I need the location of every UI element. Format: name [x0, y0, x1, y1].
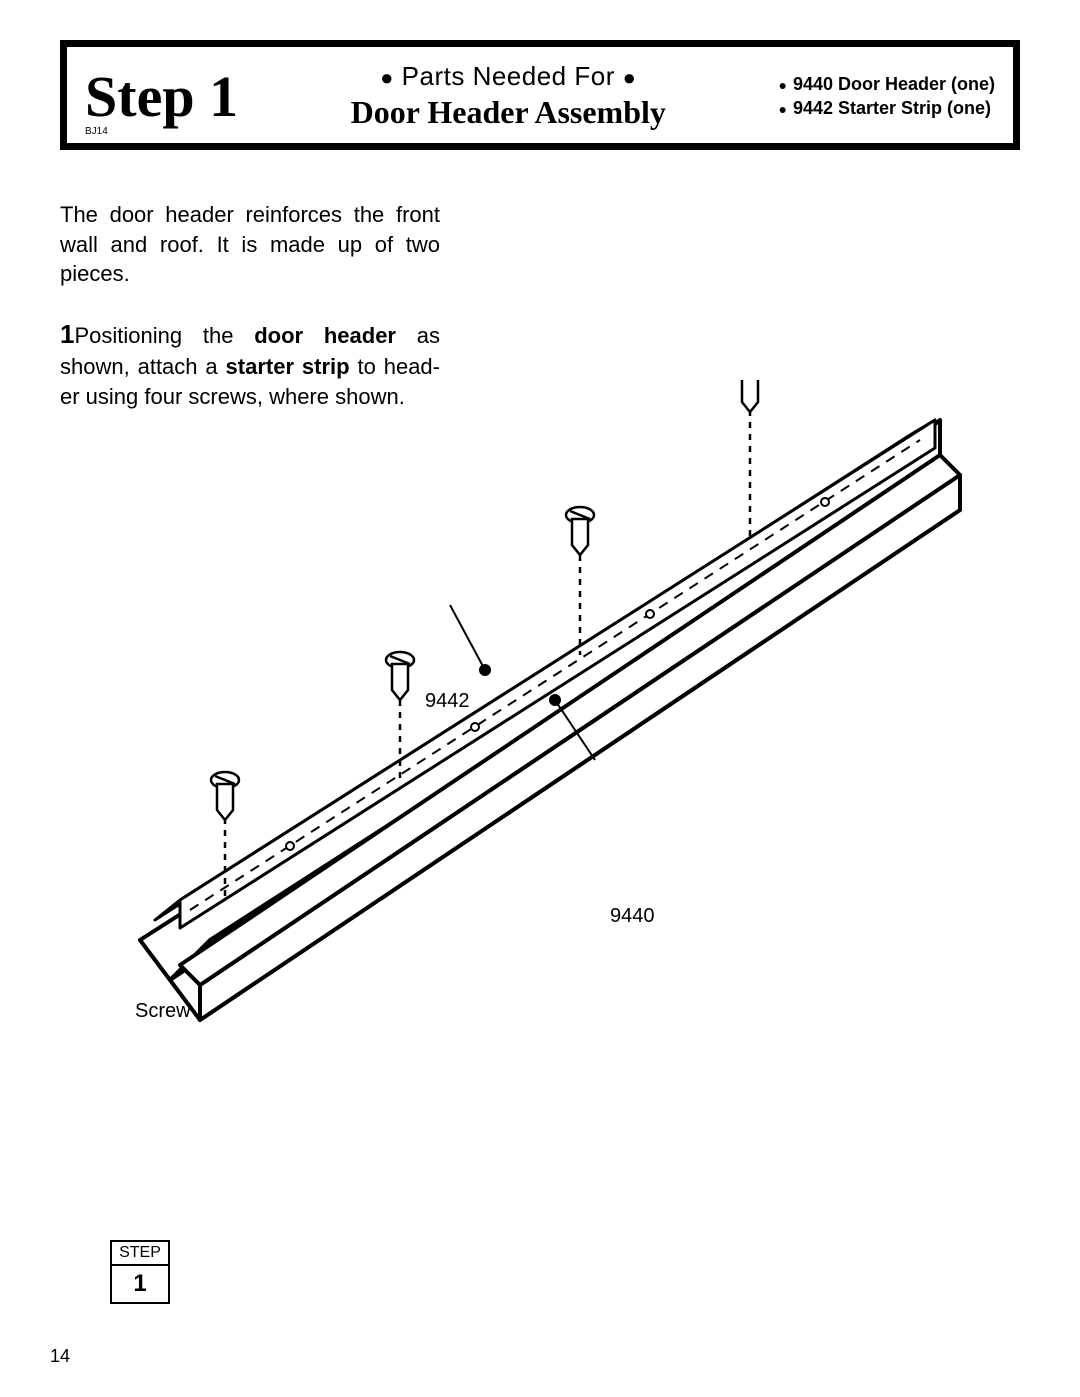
assembly-title: Door Header Assembly: [238, 94, 778, 131]
parts-list-item: 9440 Door Header (one): [778, 72, 995, 96]
label-screw: Screw: [135, 1000, 191, 1023]
step-badge-number: 1: [112, 1266, 168, 1302]
instr-bold: starter strip: [226, 354, 350, 379]
step-badge-title: STEP: [112, 1242, 168, 1266]
bullet-icon: ●: [623, 65, 637, 90]
parts-list: 9440 Door Header (one) 9442 Starter Stri…: [778, 72, 995, 121]
intro-paragraph: The door header reinforces the front wal…: [60, 200, 440, 289]
instr-bold: door header: [254, 323, 396, 348]
page-number: 14: [50, 1346, 70, 1367]
header-box: Step 1 ● Parts Needed For ● Door Header …: [60, 40, 1020, 150]
assembly-diagram: [80, 380, 1000, 1060]
header-center: ● Parts Needed For ● Door Header Assembl…: [238, 61, 778, 131]
parts-needed-line: ● Parts Needed For ●: [238, 61, 778, 92]
label-9440: 9440: [610, 905, 655, 928]
doc-code: BJ14: [85, 126, 108, 137]
bullet-icon: ●: [380, 65, 394, 90]
instruction-number: 1: [60, 319, 74, 349]
step-label: Step 1: [85, 63, 238, 130]
parts-needed-text: Parts Needed For: [402, 61, 615, 91]
label-9442: 9442: [425, 690, 470, 713]
instr-text: Positioning the: [74, 323, 254, 348]
step-badge: STEP 1: [110, 1240, 170, 1304]
parts-list-item: 9442 Starter Strip (one): [778, 96, 995, 120]
